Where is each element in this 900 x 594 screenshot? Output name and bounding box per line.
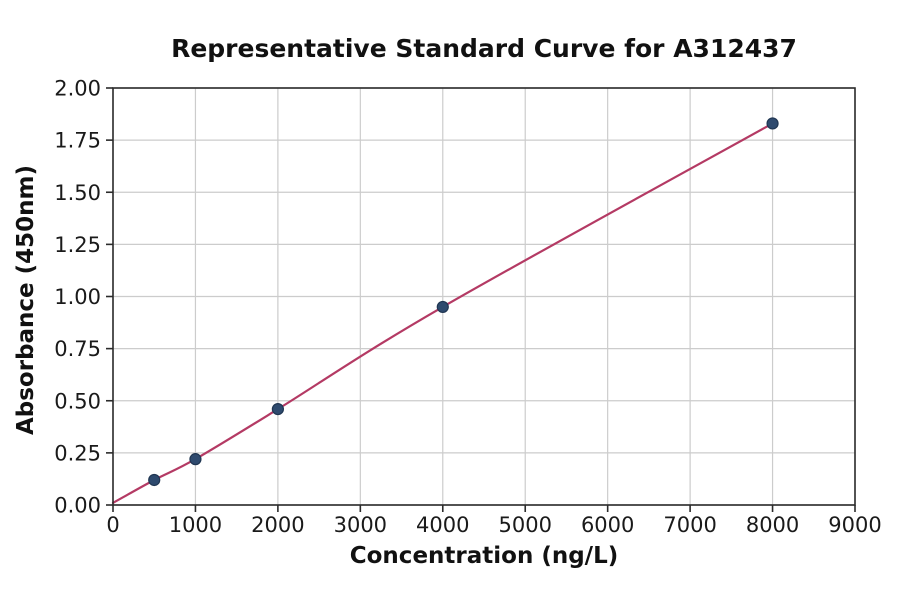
data-point xyxy=(148,473,161,487)
axis-ticks xyxy=(106,87,856,512)
data-point-layer xyxy=(148,117,779,487)
chart-title: Representative Standard Curve for A31243… xyxy=(171,34,797,63)
y-tick-label: 2.00 xyxy=(54,77,101,101)
x-tick-label: 4000 xyxy=(416,513,469,537)
data-point xyxy=(436,300,449,314)
y-tick-label: 1.25 xyxy=(54,233,101,257)
data-point xyxy=(766,117,779,130)
y-tick-label: 0.75 xyxy=(54,337,101,361)
x-axis-label: Concentration (ng/L) xyxy=(350,543,619,569)
x-tick-label: 0 xyxy=(106,513,119,537)
y-tick-label: 1.75 xyxy=(54,129,101,153)
x-tick-label: 6000 xyxy=(581,513,634,537)
y-tick-label: 1.00 xyxy=(54,285,101,309)
y-tick-label: 0.00 xyxy=(54,494,101,518)
x-tick-label: 1000 xyxy=(169,513,222,537)
y-tick-label: 1.50 xyxy=(54,181,101,205)
y-tick-label: 0.50 xyxy=(54,389,101,413)
x-tick-label: 2000 xyxy=(251,513,304,537)
data-point xyxy=(271,402,284,416)
y-tick-label: 0.25 xyxy=(54,441,101,465)
x-tick-label: 5000 xyxy=(498,513,551,537)
x-tick-label: 9000 xyxy=(828,513,881,537)
x-tick-label: 3000 xyxy=(334,513,387,537)
data-point xyxy=(189,453,202,466)
tick-labels: 0 1000 2000 3000 4000 5000 6000 7000 8000 9000 0.0… xyxy=(54,77,881,538)
y-axis-label: Absorbance (450nm) xyxy=(13,165,39,435)
x-tick-label: 7000 xyxy=(663,513,716,537)
x-tick-label: 8000 xyxy=(746,513,799,537)
